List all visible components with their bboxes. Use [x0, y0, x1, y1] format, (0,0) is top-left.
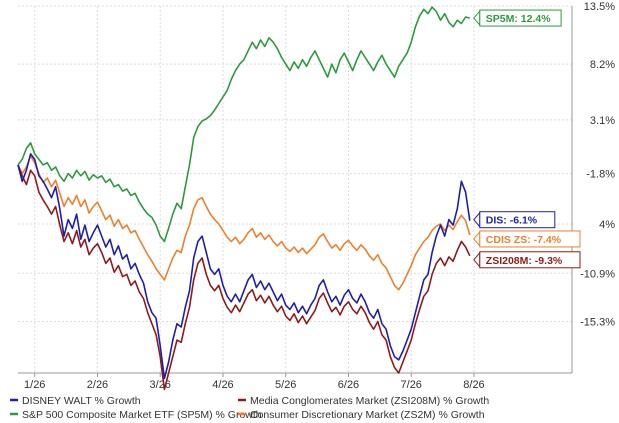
axes — [18, 6, 573, 377]
x-tick-label: 4/26 — [212, 379, 233, 391]
x-tick-label: 6/26 — [338, 379, 359, 391]
legend-label: Consumer Discretionary Market (ZS2M) % G… — [250, 409, 485, 421]
end-label-text: DIS: -6.1% — [486, 215, 538, 227]
x-tick-label: 8/26 — [463, 379, 484, 391]
y-tick-label: 3.1% — [590, 115, 615, 127]
series-line — [17, 6, 471, 243]
legend: DISNEY WALT % Growth Media Conglomerates … — [10, 395, 489, 421]
x-tick-label: 2/26 — [87, 379, 108, 391]
end-label-box — [479, 251, 581, 269]
y-axis-ticks: 13.5% 8.2% 3.1% -1.8% 4% -10.9% -15.3% — [580, 1, 615, 329]
legend-label: S&P 500 Composite Market ETF (SP5M) % Gr… — [22, 409, 262, 421]
y-tick-label: -1.8% — [586, 169, 615, 181]
series-line — [17, 153, 471, 380]
series-line — [17, 155, 471, 291]
end-label-text: CDIS ZS: -7.4% — [486, 234, 562, 246]
x-tick-label: 5/26 — [275, 379, 296, 391]
series-lines — [17, 6, 471, 391]
x-tick-label: 3/26 — [150, 379, 171, 391]
legend-label: DISNEY WALT % Growth — [22, 395, 141, 407]
end-labels: SP5M: 12.4% DIS: -6.1% CDIS ZS: -7.4% ZSI20… — [473, 9, 581, 269]
end-label-box — [479, 211, 556, 229]
y-tick-label: 4% — [599, 219, 615, 231]
x-tick-label: 7/26 — [401, 379, 422, 391]
y-tick-label: -15.3% — [580, 317, 615, 329]
x-tick-label: 1/26 — [24, 379, 45, 391]
end-label-box — [479, 230, 581, 248]
end-label-text: SP5M: 12.4% — [486, 13, 551, 25]
end-label-box — [479, 9, 562, 27]
y-tick-label: 13.5% — [584, 1, 615, 13]
series-line — [17, 164, 471, 391]
legend-label: Media Conglomerates Market (ZSI208M) % G… — [250, 395, 489, 407]
end-label-text: ZSI208M: -9.3% — [486, 255, 563, 267]
y-tick-label: 8.2% — [590, 59, 615, 71]
y-tick-label: -10.9% — [580, 268, 615, 280]
